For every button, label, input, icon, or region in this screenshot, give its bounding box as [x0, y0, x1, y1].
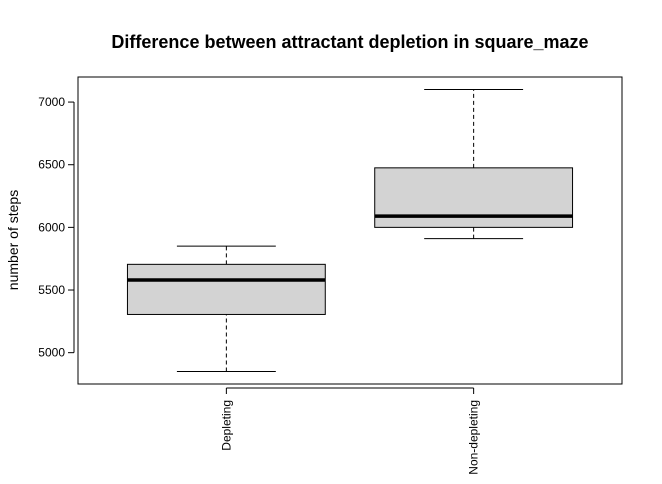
- plot-frame: [77, 76, 623, 385]
- x-axis: Depleting Non-depleting: [219, 387, 481, 475]
- y-axis-label: number of steps: [5, 190, 21, 290]
- y-tick-label: 6000: [38, 220, 65, 234]
- y-tick-label: 7000: [38, 95, 65, 109]
- x-tick-label: Depleting: [219, 400, 233, 451]
- iqr-box: [374, 167, 574, 228]
- iqr-box: [126, 263, 326, 315]
- y-tick-label: 5000: [38, 346, 65, 360]
- y-tick-label: 6500: [38, 158, 65, 172]
- y-axis: 5000 5500 6000 6500 7000: [38, 95, 75, 360]
- chart-title: Difference between attractant depletion …: [111, 32, 588, 52]
- x-tick-label: Non-depleting: [467, 400, 481, 475]
- boxes-group: [126, 89, 574, 372]
- y-tick-label: 5500: [38, 283, 65, 297]
